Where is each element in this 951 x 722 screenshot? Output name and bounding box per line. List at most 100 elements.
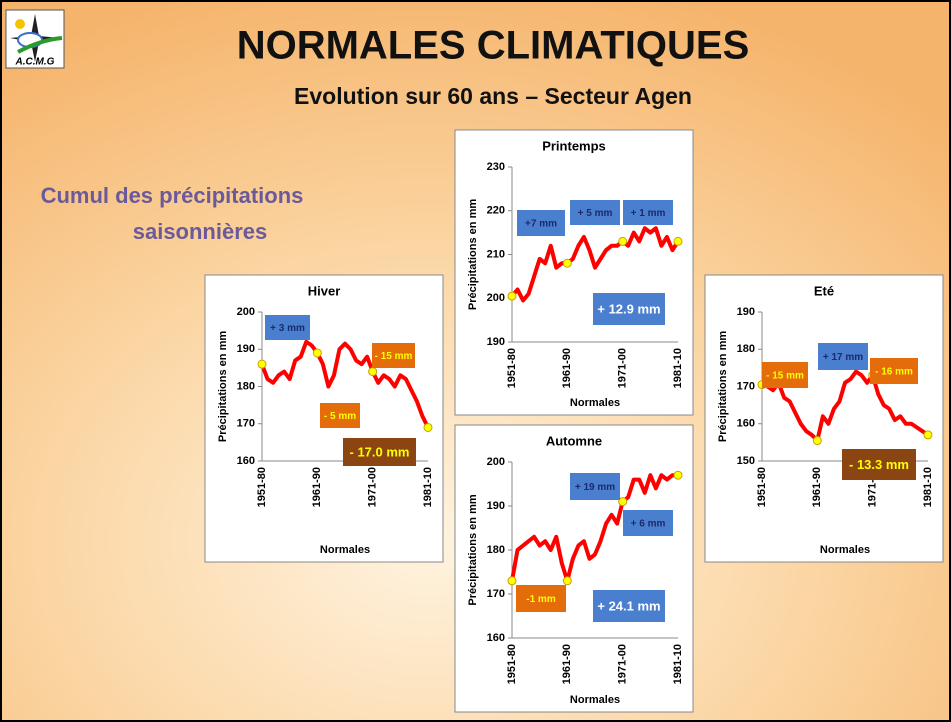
x-axis-label: Normales (320, 544, 370, 556)
y-tick-label: 210 (487, 248, 505, 260)
chart-panel: Printemps 190 200 210 220 230 1951-80 1961-90 19… (454, 129, 694, 416)
heading-line: saisonnières (133, 219, 268, 244)
annotation-text: + 5 mm (578, 208, 613, 219)
annotation-box (818, 343, 868, 370)
chart-title: Eté (814, 283, 834, 298)
y-tick-label: 170 (237, 418, 255, 430)
annotation-box (570, 473, 620, 500)
y-axis-label: Précipitations en mm (467, 494, 479, 605)
x-tick-label: 1981-10 (922, 467, 934, 507)
y-tick-label: 190 (737, 306, 755, 318)
y-tick-label: 180 (737, 343, 755, 355)
y-tick-label: 170 (487, 588, 505, 600)
x-tick-label: 1981-10 (672, 644, 684, 684)
annotation-box (320, 403, 360, 428)
x-axis-label: Normales (820, 544, 870, 556)
panel-frame (454, 424, 694, 713)
data-point (812, 436, 822, 446)
annotation-box (623, 510, 673, 536)
slide-title: NORMALES CLIMATIQUES (237, 24, 750, 68)
data-point (257, 359, 267, 369)
annotation-box (762, 362, 808, 388)
annotation-box (842, 449, 916, 480)
logo: A.C.M.G (5, 9, 65, 69)
annotation-box (516, 585, 566, 612)
annotation-text: - 5 mm (324, 411, 356, 422)
data-point (562, 576, 572, 586)
data-line (260, 339, 430, 430)
annotation-text: -1 mm (526, 594, 556, 605)
annotation-text: - 15 mm (766, 371, 804, 382)
x-tick-label: 1961-90 (561, 348, 573, 388)
x-tick-label: 1961-90 (311, 467, 323, 507)
annotation-box (623, 200, 673, 225)
y-tick-label: 180 (487, 544, 505, 556)
x-tick-label: 1951-80 (256, 467, 268, 507)
chart-title: Printemps (542, 138, 606, 153)
data-point (673, 470, 683, 480)
data-point (923, 430, 933, 440)
y-tick-label: 180 (237, 380, 255, 392)
annotation-text: - 13.3 mm (849, 457, 909, 472)
x-tick-label: 1981-10 (422, 467, 434, 507)
slide-subtitle: Evolution sur 60 ans – Secteur Agen (294, 83, 692, 109)
annotation-text: + 6 mm (631, 519, 666, 530)
y-tick-label: 190 (487, 500, 505, 512)
y-tick-label: 190 (237, 343, 255, 355)
data-point (507, 291, 517, 301)
annotation-text: + 3 mm (270, 323, 305, 334)
data-point (618, 497, 628, 507)
annotation-text: + 17 mm (823, 352, 863, 363)
data-point (507, 576, 517, 586)
y-tick-label: 160 (737, 418, 755, 430)
annotation-box (265, 315, 310, 340)
data-line (510, 226, 680, 303)
x-tick-label: 1951-80 (756, 467, 768, 507)
x-tick-label: 1951-80 (506, 644, 518, 684)
x-tick-label: 1981-10 (672, 348, 684, 388)
chart-panel: Hiver 160 170 180 190 200 1951-80 1961-90 1971-0… (204, 274, 444, 563)
annotation-text: + 1 mm (631, 208, 666, 219)
data-point (562, 258, 572, 268)
annotation-box (570, 200, 620, 225)
y-axis-label: Précipitations en mm (467, 199, 479, 310)
x-axis-label: Normales (570, 694, 620, 706)
x-tick-label: 1971-00 (617, 348, 629, 388)
data-point (368, 367, 378, 377)
data-point (618, 236, 628, 246)
annotation-box (593, 293, 665, 325)
panel-frame (454, 129, 694, 416)
annotation-text: + 12.9 mm (597, 301, 660, 316)
x-tick-label: 1961-90 (561, 644, 573, 684)
x-tick-label: 1971-00 (367, 467, 379, 507)
x-axis-label: Normales (570, 397, 620, 409)
data-line (510, 473, 680, 583)
y-tick-label: 200 (487, 456, 505, 468)
data-line (760, 369, 930, 443)
chart-panel: Automne 160 170 180 190 200 1951-80 1961-90 1971… (454, 424, 694, 713)
annotation-box (517, 210, 565, 236)
y-tick-label: 170 (737, 380, 755, 392)
annotation-text: + 24.1 mm (597, 598, 660, 613)
chart-title: Hiver (308, 283, 341, 298)
annotation-text: - 17.0 mm (350, 444, 410, 459)
x-tick-label: 1961-90 (811, 467, 823, 507)
y-tick-label: 160 (237, 455, 255, 467)
heading-line: Cumul des précipitations (41, 183, 304, 208)
data-point (673, 236, 683, 246)
annotation-box (870, 358, 918, 384)
y-tick-label: 230 (487, 161, 505, 173)
logo-text: A.C.M.G (15, 57, 55, 68)
chart-title: Automne (546, 433, 602, 448)
x-tick-label: 1971-00 (617, 644, 629, 684)
y-tick-label: 160 (487, 632, 505, 644)
annotation-text: + 19 mm (575, 482, 615, 493)
annotation-box (593, 590, 665, 622)
annotation-box (372, 343, 415, 368)
annotation-text: +7 mm (525, 219, 557, 230)
annotation-box (343, 438, 416, 466)
annotation-text: - 15 mm (375, 351, 413, 362)
x-tick-label: 1951-80 (506, 348, 518, 388)
y-tick-label: 150 (737, 455, 755, 467)
